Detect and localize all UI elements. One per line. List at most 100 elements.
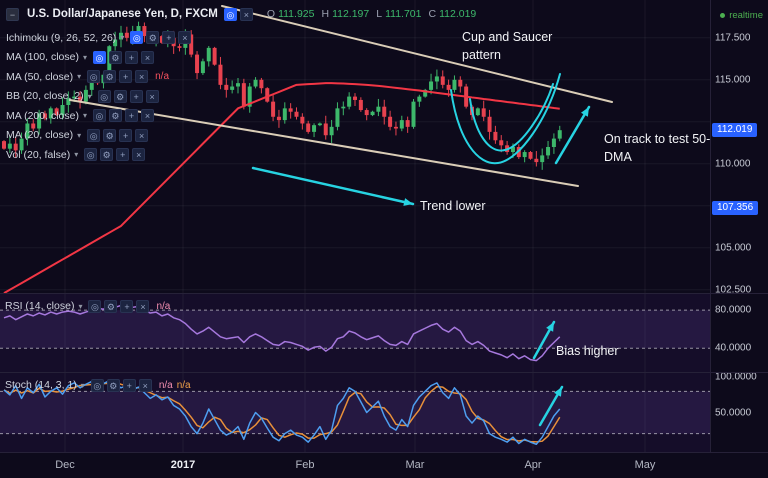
stoch-legend-row: Stoch (14, 3, 1) ▾ ◎ ⚙ + × n/a n/a	[5, 376, 191, 394]
rsi-buttons: ◎ ⚙ + ×	[88, 297, 152, 315]
ohlc-value-O: 111.925	[278, 8, 315, 20]
add-button[interactable]: +	[124, 109, 138, 122]
trend-lower-annotation[interactable]: Trend lower	[420, 199, 486, 213]
chevron-down-icon[interactable]: ▾	[77, 72, 82, 81]
indicator-legend-rows: Ichimoku (9, 26, 52, 26) ▾ ◎ ⚙ + × MA (100, cl…	[6, 31, 476, 161]
eye-button[interactable]: ◎	[90, 379, 104, 392]
add-button[interactable]: +	[120, 300, 134, 313]
indicator-label[interactable]: MA (200, close)	[6, 109, 79, 122]
rsi-pane[interactable]: RSI (14, close) ▾ ◎ ⚙ + × n/a Bias higher	[0, 294, 710, 372]
settings-button[interactable]: ⚙	[103, 128, 117, 142]
add-button[interactable]: +	[119, 70, 133, 83]
indicator-label[interactable]: MA (100, close)	[6, 51, 79, 63]
ohlc-key-O: O	[266, 8, 276, 20]
stoch-na-value-1: n/a	[158, 379, 173, 391]
ohlc-key-L: L	[376, 8, 383, 20]
symbol-title[interactable]: U.S. Dollar/Japanese Yen, D, FXCM	[27, 8, 218, 20]
ohlc-key-H: H	[321, 8, 330, 20]
stoch-canvas[interactable]	[0, 373, 710, 452]
indicator-label[interactable]: Ichimoku (9, 26, 52, 26)	[6, 31, 117, 44]
indicator-label[interactable]: Vol (20, false)	[6, 148, 71, 161]
symbol-buttons: ◎ ×	[223, 5, 256, 23]
price-axis-label: 102.500	[715, 284, 752, 296]
pane-separator[interactable]	[0, 293, 768, 294]
rsi-canvas[interactable]	[0, 294, 710, 372]
chevron-down-icon[interactable]: ▾	[78, 301, 83, 311]
price-badge: 107.356	[712, 201, 759, 216]
stoch-axis-label: 50.0000	[715, 407, 752, 418]
eye-button[interactable]: ◎	[88, 300, 102, 313]
settings-button[interactable]: ⚙	[108, 50, 122, 64]
settings-button[interactable]: ⚙	[100, 148, 114, 161]
time-axis[interactable]: Dec 2017 Feb Mar Apr May	[0, 453, 768, 478]
eye-button[interactable]: ◎	[87, 70, 101, 83]
add-button[interactable]: +	[122, 379, 136, 392]
indicator-row: Vol (20, false) ▾ ◎ ⚙ + ×	[6, 148, 476, 161]
settings-button[interactable]: ⚙	[108, 109, 122, 122]
chevron-down-icon[interactable]: ▾	[120, 33, 125, 42]
close-button[interactable]: ×	[132, 148, 146, 161]
eye-button[interactable]: ◎	[97, 89, 111, 103]
add-button[interactable]: +	[116, 148, 130, 161]
add-button[interactable]: +	[119, 128, 133, 142]
add-button[interactable]: +	[124, 50, 138, 64]
chevron-down-icon[interactable]: ▾	[74, 150, 79, 159]
ohlc-key-C: C	[428, 8, 437, 20]
indicator-label[interactable]: BB (20, close, 2)	[6, 90, 84, 102]
indicator-na-value: n/a	[155, 71, 170, 82]
chevron-down-icon[interactable]: ▾	[82, 52, 87, 62]
rsi-na-value: n/a	[156, 300, 171, 312]
indicator-row: MA (50, close) ▾ ◎ ⚙ + × n/a	[6, 70, 476, 83]
rsi-axis-label: 80.0000	[715, 304, 752, 316]
chevron-down-icon[interactable]: ▾	[80, 380, 85, 390]
close-button[interactable]: ×	[178, 31, 192, 44]
indicator-row: Ichimoku (9, 26, 52, 26) ▾ ◎ ⚙ + ×	[6, 31, 476, 44]
indicator-row: MA (200, close) ▾ ◎ ⚙ + ×	[6, 109, 476, 122]
settings-button[interactable]: ⚙	[103, 70, 117, 83]
add-button[interactable]: +	[129, 89, 143, 103]
symbol-close-button[interactable]: ×	[239, 8, 253, 21]
eye-button[interactable]: ◎	[92, 50, 106, 64]
main-chart-canvas[interactable]	[0, 0, 710, 293]
settings-button[interactable]: ⚙	[106, 379, 120, 392]
stoch-axis-label: 100.0000	[715, 371, 757, 383]
symbol-eye-button[interactable]: ◎	[223, 8, 237, 21]
price-axis[interactable]: 117.500 115.000 110.000 105.000 102.500 80.00…	[711, 0, 768, 453]
stoch-pane[interactable]: Stoch (14, 3, 1) ▾ ◎ ⚙ + × n/a n/a	[0, 373, 710, 452]
time-axis-label: Feb	[295, 459, 315, 471]
chevron-down-icon[interactable]: ▾	[82, 111, 87, 120]
close-button[interactable]: ×	[145, 89, 159, 103]
chevron-down-icon[interactable]: ▾	[87, 91, 92, 101]
close-button[interactable]: ×	[140, 50, 154, 64]
time-axis-label: Mar	[405, 459, 425, 471]
eye-button[interactable]: ◎	[84, 148, 98, 161]
main-chart-pane[interactable]: − U.S. Dollar/Japanese Yen, D, FXCM ◎ × O…	[0, 0, 710, 293]
dma-annotation[interactable]: On track to test 50-DMA	[604, 132, 711, 165]
eye-button[interactable]: ◎	[92, 109, 106, 122]
indicator-label[interactable]: MA (20, close)	[6, 129, 74, 141]
bias-higher-annotation[interactable]: Bias higher	[556, 344, 619, 358]
ohlc-value-C: 112.019	[439, 8, 477, 20]
settings-button[interactable]: ⚙	[113, 89, 127, 103]
pane-separator[interactable]	[0, 372, 768, 373]
cup-saucer-annotation[interactable]: Cup and Saucer pattern	[462, 30, 553, 63]
price-badge: 112.019	[712, 122, 758, 137]
close-button[interactable]: ×	[140, 109, 154, 122]
close-button[interactable]: ×	[138, 379, 152, 392]
close-button[interactable]: ×	[135, 70, 149, 83]
add-button[interactable]: +	[162, 31, 176, 44]
pane-separator	[0, 452, 768, 453]
settings-button[interactable]: ⚙	[146, 31, 160, 44]
close-button[interactable]: ×	[135, 128, 149, 142]
indicator-label[interactable]: MA (50, close)	[6, 70, 74, 83]
time-axis-label: Apr	[524, 459, 542, 471]
stoch-indicator-label[interactable]: Stoch (14, 3, 1)	[5, 379, 77, 391]
chevron-down-icon[interactable]: ▾	[77, 130, 82, 140]
eye-button[interactable]: ◎	[130, 31, 144, 44]
close-button[interactable]: ×	[136, 300, 150, 313]
symbol-legend-row: − U.S. Dollar/Japanese Yen, D, FXCM ◎ × O…	[6, 5, 476, 23]
eye-button[interactable]: ◎	[87, 128, 101, 142]
settings-button[interactable]: ⚙	[104, 300, 118, 313]
chart-collapse-button[interactable]: −	[6, 7, 19, 21]
rsi-indicator-label[interactable]: RSI (14, close)	[5, 300, 75, 312]
